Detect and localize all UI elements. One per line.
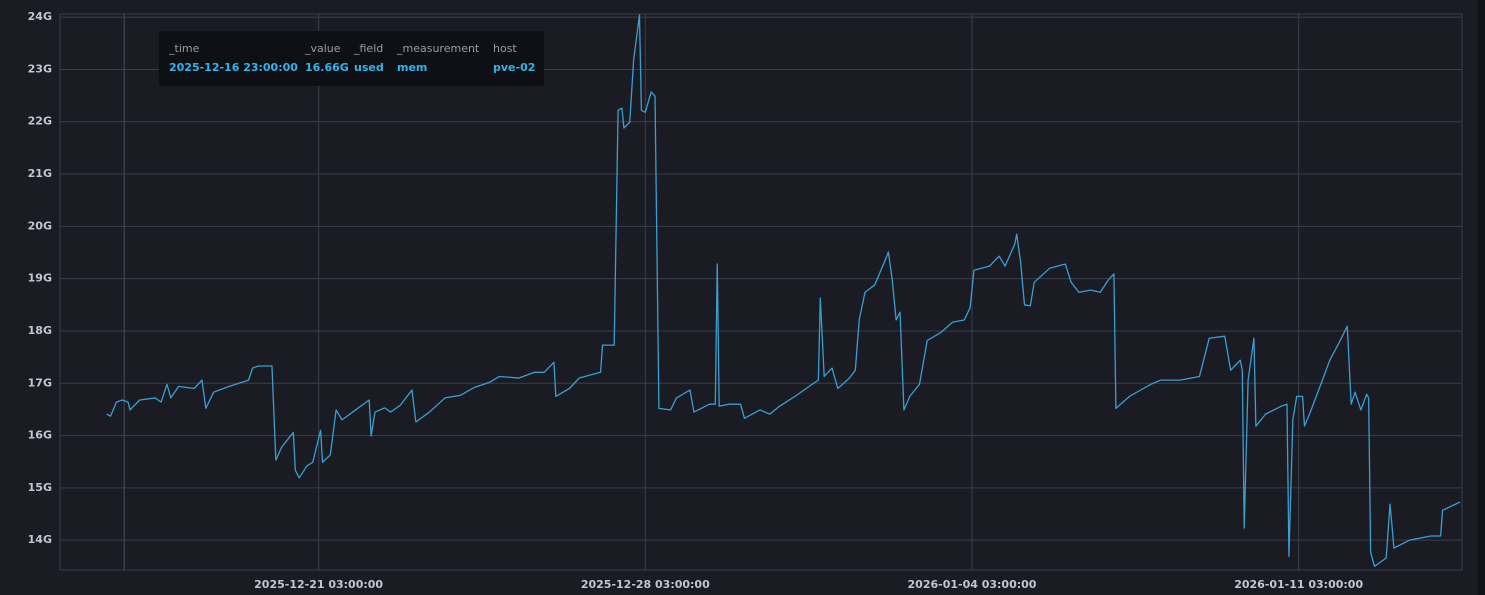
- grid: 14G 15G 16G 17G 18G 19G 20G 21G 22G 23G 24G 2025-12…: [28, 10, 1463, 591]
- tooltip: _time 2025-12-16 23:00:00 _value 16.66G _fie…: [159, 31, 544, 86]
- data-line: [106, 14, 1461, 567]
- y-tick-label: 19G: [28, 272, 52, 285]
- tooltip-value: used: [354, 61, 384, 74]
- tooltip-header: _time: [168, 42, 200, 55]
- y-tick-label: 16G: [28, 429, 52, 442]
- plot-frame: [59, 13, 1463, 571]
- x-tick-label: 2025-12-28 03:00:00: [581, 578, 710, 591]
- tooltip-box: [159, 31, 544, 86]
- tooltip-value: 2025-12-16 23:00:00: [169, 61, 298, 74]
- tooltip-value: mem: [397, 61, 427, 74]
- y-tick-label: 24G: [28, 10, 52, 23]
- tooltip-header: _measurement: [396, 42, 480, 55]
- x-tick-label: 2026-01-11 03:00:00: [1234, 578, 1363, 591]
- y-tick-label: 20G: [28, 219, 52, 232]
- plot: [106, 14, 1461, 567]
- y-tick-label: 22G: [28, 115, 52, 128]
- y-tick-label: 14G: [28, 533, 52, 546]
- tooltip-header: _field: [353, 42, 383, 55]
- y-tick-label: 15G: [28, 481, 52, 494]
- y-tick-label: 17G: [28, 376, 52, 389]
- tooltip-value: pve-02: [493, 61, 535, 74]
- y-tick-label: 21G: [28, 167, 52, 180]
- x-tick-label: 2026-01-04 03:00:00: [908, 578, 1037, 591]
- tooltip-header: _value: [304, 42, 341, 55]
- tooltip-header: host: [493, 42, 517, 55]
- y-tick-label: 18G: [28, 324, 52, 337]
- side-strip: [1478, 0, 1485, 595]
- tooltip-value: 16.66G: [305, 61, 349, 74]
- x-tick-label: 2025-12-21 03:00:00: [254, 578, 383, 591]
- y-tick-label: 23G: [28, 62, 52, 75]
